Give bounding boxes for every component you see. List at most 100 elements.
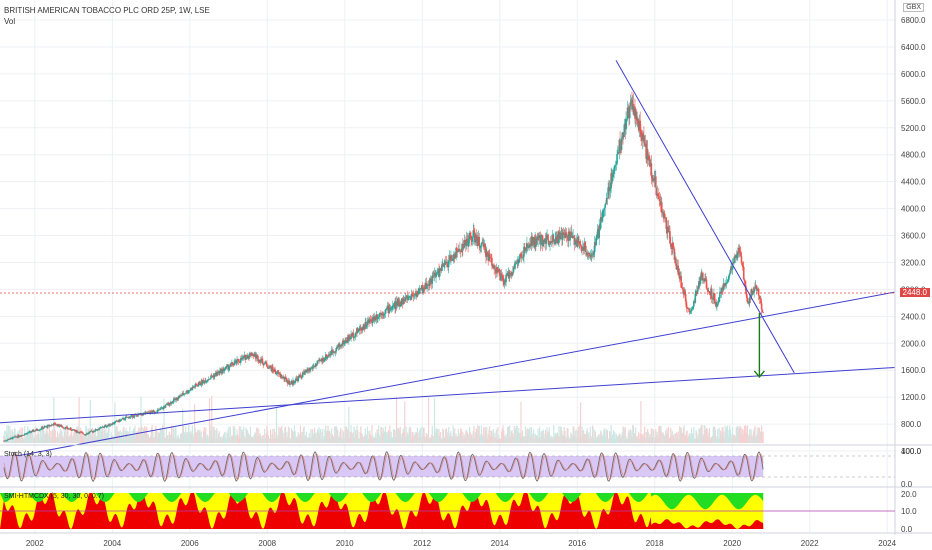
volume-bar	[716, 438, 718, 443]
candle-body	[545, 235, 548, 244]
candle-body	[30, 431, 33, 433]
volume-bar	[15, 435, 18, 443]
candle-body	[549, 241, 552, 243]
candle-body	[468, 239, 470, 247]
volume-bar	[579, 402, 582, 443]
candle-body	[625, 119, 628, 120]
volume-bar	[161, 430, 163, 443]
candle-body	[202, 380, 204, 384]
candle-body	[360, 330, 363, 331]
volume-bar	[389, 425, 391, 443]
volume-bar	[92, 437, 94, 443]
volume-bar	[166, 435, 168, 443]
volume-bar	[434, 433, 436, 443]
candle-body	[554, 238, 557, 244]
volume-bar	[302, 432, 304, 443]
candle-body	[706, 288, 709, 290]
volume-bar	[726, 427, 728, 443]
volume-bar	[132, 428, 135, 443]
candle-body	[708, 291, 711, 294]
volume-bar	[268, 438, 270, 443]
volume-bar	[440, 438, 442, 443]
volume-bar	[340, 438, 342, 443]
volume-bar	[93, 429, 95, 443]
stoch-band	[0, 456, 764, 477]
candle-body	[584, 242, 586, 246]
volume-bar	[525, 429, 527, 443]
volume-bar	[555, 434, 557, 443]
candle-body	[184, 393, 187, 395]
candle-body	[368, 319, 371, 323]
candle-body	[454, 257, 457, 259]
volume-bar	[294, 431, 296, 443]
candle-body	[396, 302, 399, 306]
volume-bar	[604, 436, 606, 443]
candle-body	[52, 423, 55, 426]
candle-body	[64, 427, 67, 429]
volume-bar	[719, 437, 721, 443]
volume-bar	[606, 430, 608, 443]
volume-bar	[244, 438, 246, 443]
candle-body	[133, 415, 136, 418]
volume-bar	[515, 425, 518, 443]
volume-bar	[58, 434, 60, 443]
volume-bar	[557, 435, 559, 443]
volume-bar	[734, 435, 736, 443]
volume-bar	[280, 427, 282, 443]
volume-bar	[312, 432, 314, 443]
volume-bar	[623, 427, 625, 443]
volume-bar	[603, 431, 605, 443]
volume-bar	[496, 438, 498, 443]
volume-bar	[213, 426, 215, 443]
volume-bar	[625, 436, 627, 443]
volume-bar	[486, 427, 488, 443]
candle-body	[9, 437, 12, 440]
volume-bar	[499, 438, 501, 443]
candle-body	[628, 106, 631, 118]
candle-body	[341, 343, 343, 347]
candle-body	[327, 354, 330, 357]
price-tick-label: 1600.0	[901, 366, 926, 375]
candle-body	[129, 416, 132, 418]
candle-body	[476, 237, 479, 246]
candle-body	[102, 427, 104, 428]
volume-bar	[261, 435, 264, 443]
candle-body	[514, 264, 516, 269]
candle-body	[573, 235, 575, 239]
volume-bar	[677, 431, 679, 443]
currency-unit-badge[interactable]: GBX	[903, 3, 924, 12]
volume-bar	[271, 434, 273, 443]
candle-body	[70, 428, 72, 431]
volume-bar	[752, 430, 755, 443]
volume-bar	[266, 425, 268, 443]
volume-bar	[319, 433, 321, 443]
candle-body	[324, 358, 326, 361]
volume-bar	[311, 429, 313, 443]
volume-bar	[367, 438, 369, 443]
volume-bar	[636, 438, 638, 443]
candle-body	[710, 288, 713, 299]
volume-bar	[504, 435, 506, 443]
volume-bar	[227, 429, 229, 443]
volume-bar	[64, 431, 66, 443]
volume-bar	[568, 435, 570, 443]
volume-bar	[267, 435, 269, 443]
volume-bar	[348, 406, 350, 443]
volume-bar	[621, 432, 623, 443]
volume-bar	[597, 435, 599, 443]
volume-bar	[689, 433, 691, 443]
volume-bar	[612, 430, 614, 443]
candle-body	[108, 423, 111, 426]
volume-bar	[690, 436, 692, 443]
candle-body	[758, 295, 761, 299]
candle-body	[511, 272, 513, 276]
volume-bar	[104, 433, 106, 443]
trendlines[interactable]	[0, 60, 896, 460]
volume-bar	[362, 437, 364, 443]
volume-bar	[629, 433, 631, 443]
volume-bar	[401, 437, 403, 443]
volume-bar	[396, 428, 398, 443]
candle-body	[20, 434, 23, 437]
volume-bar	[237, 436, 240, 443]
